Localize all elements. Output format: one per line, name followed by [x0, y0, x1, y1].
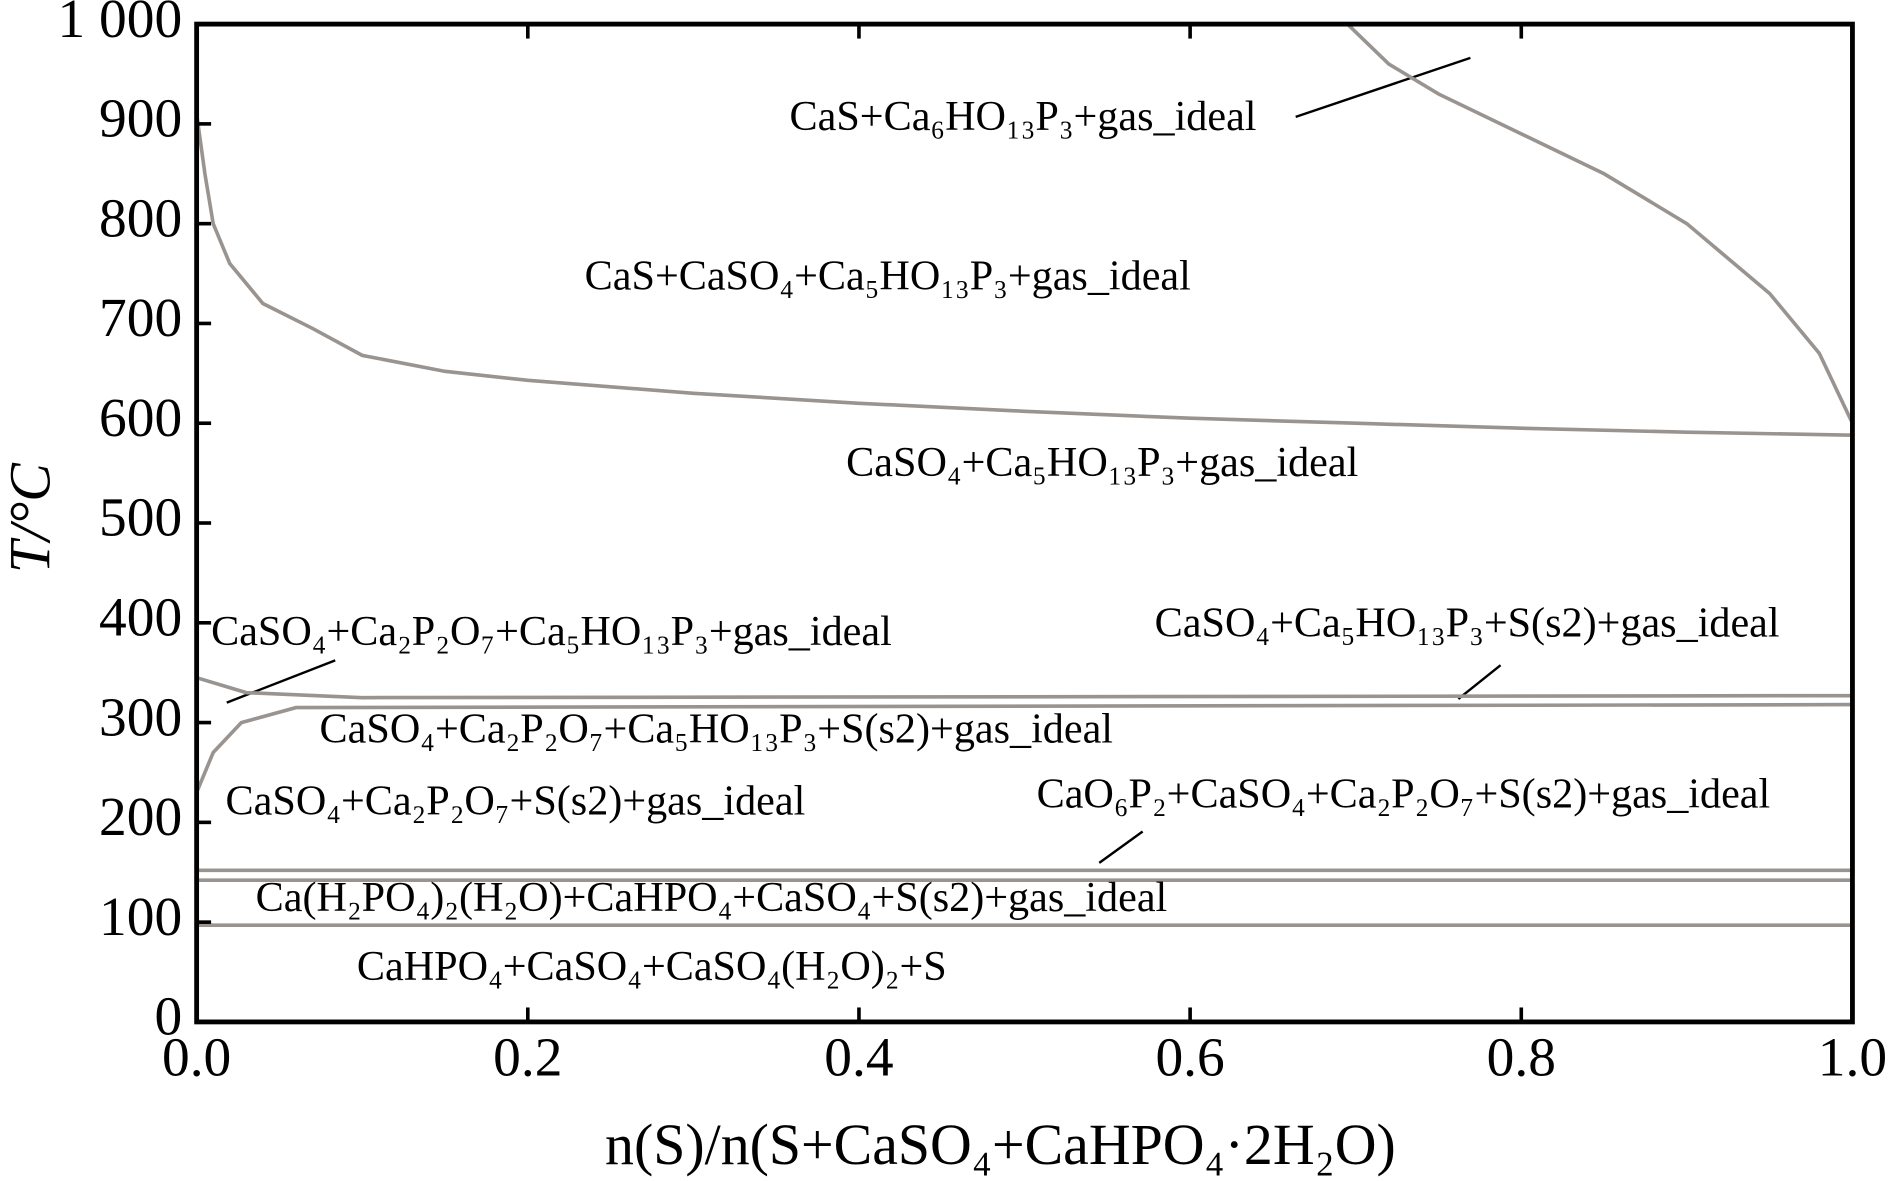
y-axis-title: T/°C — [0, 462, 63, 573]
leader-line — [1457, 664, 1502, 700]
y-tick-label: 500 — [99, 487, 182, 548]
y-tick-label: 1 000 — [57, 0, 182, 49]
region-label: CaS+CaSO₄+Ca₅HO₁₃P₃+gas_ideal — [585, 252, 1191, 299]
phase-boundary — [196, 675, 1853, 700]
region-label: CaO₆P₂+CaSO₄+Ca₂P₂O₇+S(s2)+gas_ideal — [1037, 770, 1771, 817]
x-tick-label: 0.6 — [1155, 1027, 1224, 1088]
y-tick-label: 700 — [99, 287, 182, 348]
y-tick-label: 900 — [99, 88, 182, 149]
phase-boundary — [194, 113, 1853, 438]
y-tick-label: 400 — [99, 587, 182, 648]
x-tick-label: 0.0 — [162, 1027, 231, 1088]
y-tick-label: 200 — [99, 786, 182, 847]
phase-boundary — [1346, 22, 1855, 425]
region-label: Ca(H₂PO₄)₂(H₂O)+CaHPO₄+CaSO₄+S(s2)+gas_i… — [256, 874, 1168, 921]
x-tick-label: 0.8 — [1487, 1027, 1556, 1088]
x-tick-label: 1.0 — [1818, 1027, 1887, 1088]
leader-line — [1295, 56, 1471, 119]
y-tick-label: 600 — [99, 387, 182, 448]
y-tick-label: 800 — [99, 187, 182, 248]
region-label: CaSO₄+Ca₂P₂O₇+Ca₅HO₁₃P₃+S(s2)+gas_ideal — [320, 705, 1113, 752]
x-tick-label: 0.2 — [493, 1027, 562, 1088]
region-label: CaS+Ca₆HO₁₃P₃+gas_ideal — [790, 93, 1257, 140]
phase-boundary — [194, 702, 1853, 794]
region-label: CaSO₄+Ca₂P₂O₇+Ca₅HO₁₃P₃+gas_ideal — [211, 608, 892, 655]
leader-line — [226, 659, 336, 704]
region-label: CaHPO₄+CaSO₄+CaSO₄(H₂O)₂+S — [357, 943, 947, 990]
region-label: CaSO₄+Ca₅HO₁₃P₃+gas_ideal — [846, 439, 1358, 486]
y-tick-label: 100 — [99, 886, 182, 947]
region-label: CaSO₄+Ca₂P₂O₇+S(s2)+gas_ideal — [226, 778, 806, 825]
x-axis-title: n(S)/n(S+CaSO₄+CaHPO₄·2H₂O) — [605, 1112, 1396, 1177]
x-tick-label: 0.4 — [824, 1027, 893, 1088]
leader-line — [1098, 830, 1144, 864]
leader-lines — [226, 56, 1502, 864]
region-label: CaSO₄+Ca₅HO₁₃P₃+S(s2)+gas_ideal — [1155, 599, 1780, 646]
y-tick-label: 0 — [154, 986, 182, 1047]
y-tick-label: 300 — [99, 686, 182, 747]
